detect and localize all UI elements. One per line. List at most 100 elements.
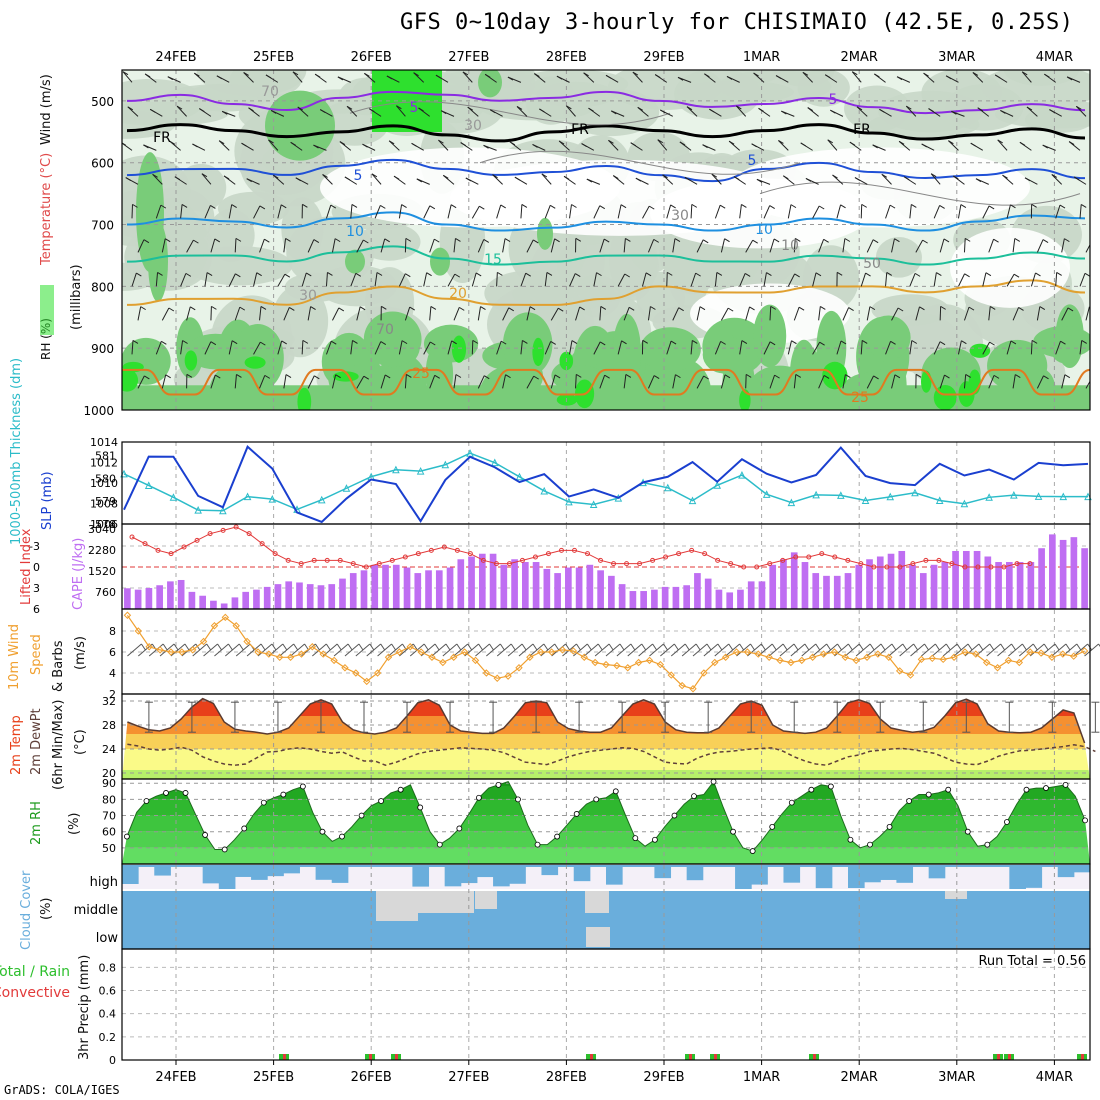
wind-barb-feather	[369, 108, 375, 113]
li-marker	[962, 564, 968, 570]
wind-barb	[181, 643, 197, 657]
wind-barb-feather	[939, 205, 945, 209]
wind-barb-feather	[430, 341, 436, 346]
wind-barb	[982, 205, 990, 219]
wind-barb-feather	[1014, 238, 1021, 242]
precip-conv-bar	[813, 1054, 816, 1060]
thickness-marker	[268, 495, 277, 503]
wind-barb-feather	[259, 205, 266, 210]
rh-marker	[886, 823, 893, 830]
cape-bar	[597, 570, 604, 609]
li-marker	[1027, 561, 1033, 567]
wind-barb	[1055, 204, 1061, 219]
wind-barb-feather	[514, 176, 521, 181]
date-label-top: 28FEB	[546, 50, 587, 65]
precip-conv-bar	[689, 1054, 692, 1060]
thickness-marker	[935, 496, 944, 505]
ylabel-temp-3: (6hr Min/Max)	[51, 700, 66, 790]
wind-barb-feather	[819, 341, 825, 346]
cape-bar	[360, 570, 368, 609]
cape-bar	[500, 564, 508, 609]
wind-barb-feather	[363, 239, 369, 244]
cape-bar	[1016, 562, 1024, 609]
wind-barb	[957, 204, 962, 219]
wind-speed-marker	[917, 655, 926, 664]
wind-barb	[1030, 340, 1033, 355]
rh-blob-bright	[122, 368, 139, 392]
wind-barb	[690, 204, 693, 219]
thickness-marker	[540, 486, 549, 495]
wind-barb-feather	[944, 374, 950, 379]
cape-bar	[457, 559, 465, 609]
wind-barb-feather	[736, 105, 742, 110]
cape-bar	[962, 550, 970, 609]
wind-barb	[866, 306, 871, 321]
wind-barb	[180, 204, 183, 219]
temp-band	[122, 734, 1090, 749]
wind-barb	[627, 643, 643, 657]
wind-barb	[593, 205, 601, 219]
wind-barb	[745, 239, 754, 253]
rh-marker	[945, 786, 952, 793]
rh-marker	[612, 788, 619, 795]
wind-barb-feather	[186, 373, 193, 378]
wind-barb	[301, 272, 307, 287]
rh-blob-column	[478, 70, 502, 98]
wind-barb-feather	[516, 106, 523, 110]
rh-marker	[143, 798, 150, 804]
wind-barb	[550, 307, 559, 321]
thickness-marker	[317, 495, 326, 504]
wind-barb-feather	[260, 643, 266, 651]
contour-label: FR	[571, 122, 589, 138]
wind-barb	[696, 306, 701, 321]
li-marker	[259, 541, 265, 547]
rh-blob-moist	[709, 326, 735, 367]
rh-marker	[827, 783, 834, 790]
cape-bar	[446, 567, 454, 609]
wind-barb-feather	[160, 204, 167, 209]
wind-barb	[851, 71, 862, 83]
contour-label: 30	[464, 118, 482, 134]
wind-speed-marker	[1069, 652, 1078, 660]
wind-barb	[986, 643, 1001, 657]
wind-speed-marker	[199, 637, 208, 646]
date-label-bottom: 3MAR	[938, 1070, 975, 1085]
wind-speed-marker	[928, 654, 936, 663]
wind-barb-feather	[621, 340, 627, 345]
wind-speed-marker	[145, 643, 153, 651]
wind-barb-feather	[479, 205, 485, 210]
wind-barb	[442, 643, 458, 657]
wind-speed-marker	[439, 658, 447, 667]
wind-barb	[492, 174, 503, 185]
wind-speed-marker	[569, 647, 578, 655]
wind-barb-feather	[173, 643, 179, 651]
slp-tick: 1006	[90, 518, 118, 531]
wind-barb	[885, 341, 892, 355]
wind-barb-feather	[581, 143, 587, 148]
date-label-bottom: 1MAR	[743, 1070, 780, 1085]
panel-frame	[121, 69, 1091, 411]
temp-tick: 24	[102, 743, 116, 756]
wind-barb-feather	[381, 305, 387, 310]
wind-barb-feather	[630, 643, 636, 651]
li-marker	[598, 557, 604, 563]
wind-barb	[888, 643, 904, 657]
wind-barb-feather	[510, 643, 516, 651]
pressure-tick: 1000	[83, 404, 114, 418]
cape-tick: 1520	[88, 565, 116, 578]
wind-barb-feather	[1051, 174, 1058, 178]
wind-barb	[283, 238, 287, 253]
wind-barb-feather	[620, 204, 627, 209]
cloud-high-bar	[928, 867, 946, 879]
ylabel-rh2m-unit: (%)	[67, 813, 82, 836]
wind-barb	[594, 643, 610, 657]
wind-barb-feather	[861, 339, 868, 344]
cloud-high-bar	[573, 867, 591, 882]
wind-barb	[632, 71, 643, 83]
thickness-marker	[688, 496, 697, 505]
wind-barb-feather	[338, 307, 345, 312]
wind-barb	[802, 71, 813, 83]
wind-barb-feather	[650, 306, 656, 310]
ylabel-cloud: Cloud Cover	[19, 870, 34, 950]
wind-barb-feather	[691, 203, 698, 208]
